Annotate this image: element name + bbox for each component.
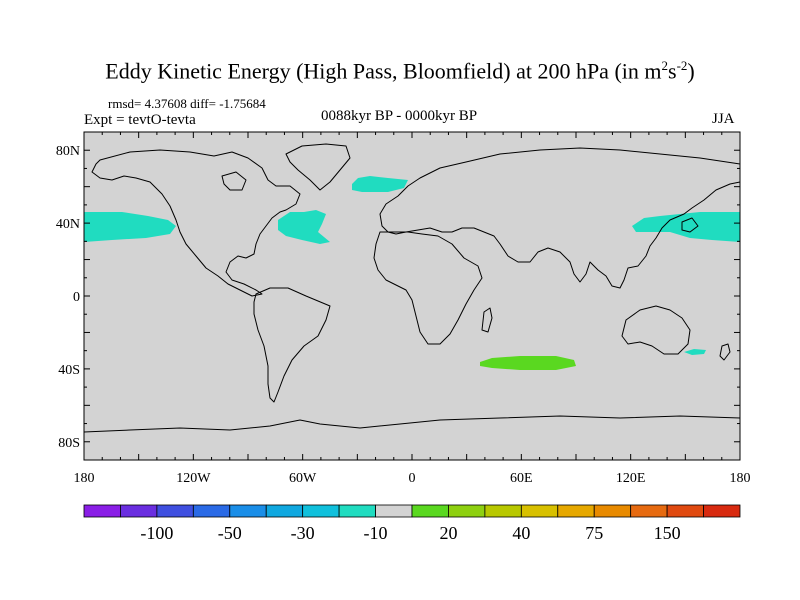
colorbar-label: -10: [364, 523, 388, 543]
longitude-tick-label: 60W: [289, 471, 317, 486]
coastline-africa: [373, 231, 483, 345]
latitude-tick-label: 0: [73, 290, 80, 305]
colorbar-box: [156, 504, 194, 518]
longitude-tick-label: 60E: [510, 471, 533, 486]
anomaly-north-pacific-west: [632, 212, 740, 242]
latitude-tick-label: 80S: [58, 436, 80, 451]
colorbar-box: [265, 504, 304, 518]
map-background: [84, 132, 740, 460]
colorbar-box: [666, 504, 704, 518]
anomaly-north-pacific-east: [84, 212, 176, 242]
coastline-australia: [621, 305, 691, 355]
colorbar-label: 20: [439, 523, 457, 543]
colorbar-labels: -100 -50 -30 -10 20 40 75 150: [140, 523, 680, 543]
colorbar-box: [484, 504, 522, 518]
colorbar-box: [302, 504, 340, 518]
colorbar-box: [192, 504, 231, 518]
colorbar-box: [120, 504, 158, 518]
coastline-japan: [681, 217, 699, 233]
map-ticks: [83, 131, 741, 461]
coastline-madagascar: [481, 307, 493, 333]
coastlines: [83, 143, 741, 433]
colorbar-box: [520, 504, 559, 518]
coastline-south-america: [253, 287, 331, 403]
plot-title: Eddy Kinetic Energy (High Pass, Bloomfie…: [105, 58, 695, 84]
anomaly-north-atlantic-south-of-greenland: [352, 176, 408, 192]
coastline-north-america: [91, 149, 301, 297]
colorbar-box: [703, 504, 741, 518]
latitude-tick-label: 40N: [56, 217, 80, 232]
colorbar-box: [448, 504, 486, 518]
colorbar-box: [630, 504, 668, 518]
latitude-labels: 80N 40N 0 40S 80S: [56, 144, 80, 451]
stats-text: rmsd= 4.37608 diff= -1.75684: [108, 96, 266, 111]
longitude-tick-label: 180: [730, 471, 751, 486]
colorbar-box: [229, 504, 267, 518]
colorbar-label: -100: [140, 523, 173, 543]
colorbar-label: 40: [512, 523, 530, 543]
anomaly-layer: [84, 176, 740, 370]
coastline-eurasia: [379, 147, 741, 289]
season-label: JJA: [712, 111, 735, 127]
colorbar-box: [375, 504, 413, 518]
anomaly-north-atlantic-west: [278, 210, 330, 244]
colorbar-box: [593, 504, 632, 518]
colorbar-label: 75: [585, 523, 603, 543]
coastline-antarctica: [83, 415, 741, 433]
experiment-label: Expt = tevtO-tevta: [84, 112, 196, 128]
latitude-tick-label: 40S: [58, 363, 80, 378]
longitude-labels: 180 120W 60W 0 60E 120E 180: [74, 471, 751, 486]
colorbar-boxes: [83, 504, 741, 518]
colorbar-label: -30: [291, 523, 315, 543]
longitude-tick-label: 120E: [616, 471, 646, 486]
longitude-tick-label: 120W: [176, 471, 211, 486]
colorbar-box: [338, 504, 376, 518]
colorbar-box: [83, 504, 121, 518]
period-label: 0088kyr BP - 0000kyr BP: [321, 108, 478, 124]
coastline-greenland: [285, 143, 351, 191]
colorbar-box: [411, 504, 449, 518]
anomaly-tasman-sea: [684, 349, 706, 355]
coastline-hudson-bay: [221, 171, 247, 191]
coastline-new-zealand: [719, 343, 731, 361]
longitude-tick-label: 0: [409, 471, 416, 486]
longitude-tick-label: 180: [74, 471, 95, 486]
colorbar-label: -50: [218, 523, 242, 543]
latitude-tick-label: 80N: [56, 144, 80, 159]
colorbar-label: 150: [654, 523, 681, 543]
colorbar-box: [557, 504, 595, 518]
anomaly-southern-indian-ocean: [480, 356, 576, 370]
